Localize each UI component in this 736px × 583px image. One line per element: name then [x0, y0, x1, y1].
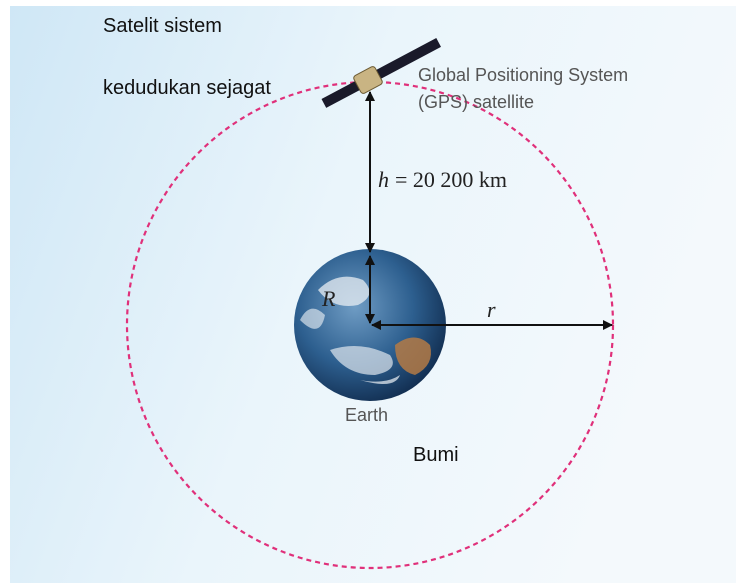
label-ms: Satelit sistem: [103, 15, 222, 37]
satellite: [321, 38, 441, 108]
earth: [294, 249, 446, 401]
height-label: h = 20 200 km: [378, 167, 507, 192]
label-ms: kedudukan sejagat: [103, 77, 271, 99]
earth-label-ms: Bumi: [413, 444, 459, 466]
label-en: Global Positioning System: [418, 65, 628, 85]
earth-label-en: Earth: [345, 405, 388, 425]
height-symbol: h: [378, 167, 389, 192]
height-value: = 20 200 km: [395, 167, 507, 192]
radius-label: R: [321, 286, 336, 311]
orbit-radius-label: r: [487, 297, 496, 322]
label-en: (GPS) satellite: [418, 92, 534, 112]
